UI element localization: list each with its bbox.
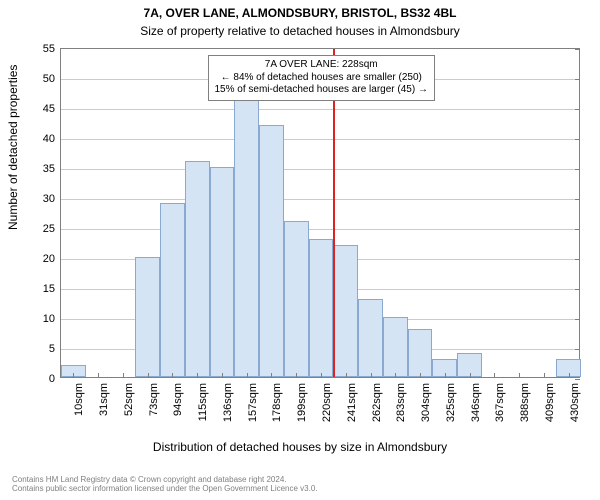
gridline: [61, 169, 579, 170]
annotation-line: ← 84% of detached houses are smaller (25…: [215, 72, 428, 85]
gridline: [61, 109, 579, 110]
x-tick-mark: [271, 373, 272, 378]
x-tick-mark: [148, 373, 149, 378]
chart-title: 7A, OVER LANE, ALMONDSBURY, BRISTOL, BS3…: [0, 6, 600, 20]
y-tick-mark: [575, 109, 580, 110]
y-tick-label: 10: [43, 313, 55, 325]
bar: [160, 203, 185, 377]
chart-subtitle: Size of property relative to detached ho…: [0, 24, 600, 38]
x-tick-label: 262sqm: [371, 383, 383, 422]
y-tick-label: 50: [43, 73, 55, 85]
y-tick-mark: [575, 379, 580, 380]
bar: [210, 167, 235, 377]
annotation-box: 7A OVER LANE: 228sqm← 84% of detached ho…: [208, 55, 435, 101]
y-tick-mark: [575, 319, 580, 320]
x-tick-mark: [296, 373, 297, 378]
y-tick-mark: [575, 199, 580, 200]
bar: [259, 125, 284, 377]
x-tick-label: 52sqm: [123, 383, 135, 416]
y-tick-mark: [575, 79, 580, 80]
y-tick-label: 25: [43, 223, 55, 235]
bar: [309, 239, 334, 377]
x-tick-mark: [371, 373, 372, 378]
x-tick-mark: [494, 373, 495, 378]
plot-area: 051015202530354045505510sqm31sqm52sqm73s…: [60, 48, 580, 378]
y-tick-mark: [575, 49, 580, 50]
gridline: [61, 199, 579, 200]
footnote-line: Contains public sector information licen…: [12, 484, 318, 494]
bar: [358, 299, 383, 377]
y-tick-label: 0: [49, 373, 55, 385]
x-tick-label: 73sqm: [148, 383, 160, 416]
bar: [333, 245, 358, 377]
bar: [383, 317, 408, 377]
x-tick-mark: [346, 373, 347, 378]
x-tick-label: 241sqm: [346, 383, 358, 422]
x-tick-mark: [544, 373, 545, 378]
x-axis-label: Distribution of detached houses by size …: [0, 440, 600, 454]
x-tick-mark: [222, 373, 223, 378]
y-tick-mark: [575, 259, 580, 260]
y-tick-label: 15: [43, 283, 55, 295]
x-tick-label: 430sqm: [569, 383, 581, 422]
bar: [408, 329, 433, 377]
y-tick-label: 45: [43, 103, 55, 115]
x-tick-mark: [197, 373, 198, 378]
x-tick-label: 94sqm: [172, 383, 184, 416]
y-tick-label: 5: [49, 343, 55, 355]
y-tick-mark: [575, 229, 580, 230]
y-tick-label: 55: [43, 43, 55, 55]
x-tick-label: 31sqm: [98, 383, 110, 416]
footnote-line: Contains HM Land Registry data © Crown c…: [12, 475, 318, 485]
x-tick-mark: [569, 373, 570, 378]
y-axis-label: Number of detached properties: [6, 65, 20, 230]
y-tick-mark: [575, 289, 580, 290]
x-tick-mark: [247, 373, 248, 378]
x-tick-label: 199sqm: [296, 383, 308, 422]
x-tick-mark: [172, 373, 173, 378]
x-tick-mark: [519, 373, 520, 378]
x-tick-label: 304sqm: [420, 383, 432, 422]
x-tick-label: 157sqm: [247, 383, 259, 422]
x-tick-label: 409sqm: [544, 383, 556, 422]
x-tick-mark: [470, 373, 471, 378]
y-tick-mark: [575, 349, 580, 350]
bar: [135, 257, 160, 377]
x-tick-label: 115sqm: [197, 383, 209, 421]
x-tick-mark: [73, 373, 74, 378]
y-tick-label: 20: [43, 253, 55, 265]
x-tick-label: 325sqm: [445, 383, 457, 422]
bar: [234, 77, 259, 377]
x-tick-label: 178sqm: [271, 383, 283, 422]
x-tick-mark: [395, 373, 396, 378]
y-tick-label: 30: [43, 193, 55, 205]
x-tick-label: 10sqm: [73, 383, 85, 416]
annotation-line: 15% of semi-detached houses are larger (…: [215, 84, 428, 97]
y-tick-mark: [575, 169, 580, 170]
x-tick-mark: [98, 373, 99, 378]
annotation-line: 7A OVER LANE: 228sqm: [215, 59, 428, 72]
x-tick-label: 346sqm: [470, 383, 482, 422]
x-tick-label: 388sqm: [519, 383, 531, 422]
x-tick-mark: [445, 373, 446, 378]
y-tick-label: 35: [43, 163, 55, 175]
y-tick-label: 40: [43, 133, 55, 145]
bar: [185, 161, 210, 377]
x-tick-mark: [420, 373, 421, 378]
gridline: [61, 229, 579, 230]
bar: [284, 221, 309, 377]
x-tick-label: 220sqm: [321, 383, 333, 422]
footnote: Contains HM Land Registry data © Crown c…: [12, 475, 318, 494]
x-tick-label: 367sqm: [494, 383, 506, 422]
x-tick-mark: [123, 373, 124, 378]
x-tick-mark: [321, 373, 322, 378]
x-tick-label: 136sqm: [222, 383, 234, 422]
y-tick-mark: [575, 139, 580, 140]
x-tick-label: 283sqm: [395, 383, 407, 422]
gridline: [61, 139, 579, 140]
